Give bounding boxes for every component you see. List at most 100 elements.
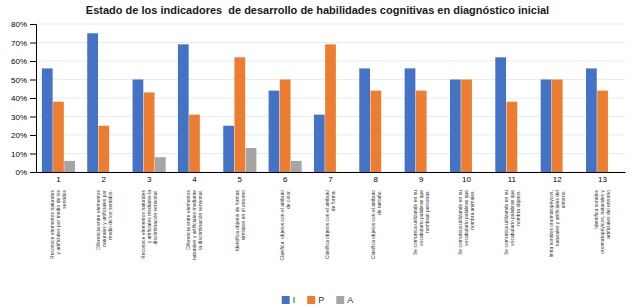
- tick-label: 5: [238, 175, 243, 184]
- tick-mark: [30, 154, 36, 155]
- bar: [314, 115, 325, 172]
- annotation: Diferencia entre elementosnaturales y ar…: [95, 190, 113, 250]
- legend-label: P: [318, 295, 324, 305]
- tick: 70%: [11, 39, 36, 48]
- series: [42, 33, 597, 172]
- bar: [133, 80, 144, 173]
- tick-mark: [30, 61, 36, 62]
- tick-mark: [30, 43, 36, 44]
- annotation-line: de tamaño.: [376, 190, 382, 215]
- series: [64, 148, 301, 172]
- annotation: Identifica sonidosonomatopéyicos, natura…: [593, 190, 611, 254]
- annotation-line: medio de los sentidos.: [107, 190, 113, 240]
- legend: IPA: [282, 295, 354, 305]
- annotation: Diferencia entre elementosnaturales y ar…: [185, 190, 203, 261]
- annotation: Imita sonidos onomatopéycos,naturales y …: [548, 190, 566, 258]
- tick: 12: [553, 175, 562, 184]
- tick: 20%: [11, 131, 36, 140]
- bar: [461, 80, 472, 173]
- bar: [144, 92, 155, 172]
- bars: [42, 33, 608, 172]
- bar: [370, 91, 381, 172]
- legend-swatch: [282, 296, 290, 304]
- bar: [416, 91, 427, 172]
- legend-item: A: [336, 295, 353, 305]
- tick-label: 80%: [11, 20, 27, 29]
- tick-label: 12: [553, 175, 562, 184]
- axis-line: [37, 172, 626, 173]
- bar: [472, 172, 483, 173]
- tick-label: 1: [56, 175, 61, 184]
- bar: [155, 157, 166, 172]
- annotation-line: entorno.: [560, 190, 566, 208]
- tick: 13: [598, 175, 607, 184]
- series: [53, 44, 608, 172]
- tick-label: 30%: [11, 113, 27, 122]
- chart: Estado de los indicadores de desarrollo …: [0, 0, 635, 308]
- bar: [53, 102, 64, 172]
- annotation-line: nombran personas.: [424, 190, 430, 233]
- bar: [507, 102, 518, 172]
- tick: 11: [508, 175, 517, 184]
- tick: 4: [192, 175, 197, 184]
- annotation: Identifica objetos de formassimilares en…: [234, 190, 246, 252]
- bar: [608, 172, 619, 173]
- annotations: Reconoce elementos naturalesy artificial…: [49, 190, 611, 261]
- tick-mark: [30, 24, 36, 25]
- tick-label: 70%: [11, 39, 27, 48]
- annotation-line: nombra objetos.: [515, 190, 521, 226]
- tick-label: 6: [283, 175, 288, 184]
- annotation-line: la discriminación sensorial.: [197, 190, 203, 250]
- annotation: Clasifica objetos con el atributode form…: [324, 190, 336, 259]
- tick: 8: [374, 175, 379, 184]
- y-axis: 0%10%20%30%40%50%60%70%80%: [11, 20, 37, 177]
- annotation-line: similares en el entorno: [240, 190, 246, 241]
- tick: 3: [147, 175, 152, 184]
- tick: 80%: [11, 20, 36, 29]
- grid: [36, 24, 625, 172]
- x-axis: 12345678910111213: [37, 173, 626, 184]
- tick: 30%: [11, 113, 36, 122]
- tick-mark: [30, 98, 36, 99]
- bar: [541, 80, 552, 173]
- tick-label: 10%: [11, 150, 27, 159]
- tick-label: 7: [328, 175, 333, 184]
- annotation-line: discriminación sensorial.: [152, 190, 158, 244]
- bar: [178, 44, 189, 172]
- tick: 5: [238, 175, 243, 184]
- bar: [427, 172, 438, 173]
- axis-line: [30, 25, 37, 173]
- annotation: Clasifica objetos con el atributode colo…: [279, 190, 291, 261]
- bar: [87, 33, 98, 172]
- bar: [597, 91, 608, 172]
- bar: [280, 80, 291, 173]
- bar: [586, 68, 597, 172]
- bar: [336, 172, 347, 173]
- bar: [495, 57, 506, 172]
- bar: [200, 172, 211, 173]
- tick: 50%: [11, 76, 36, 85]
- bar: [246, 148, 257, 172]
- tick-label: 3: [147, 175, 152, 184]
- bar: [359, 68, 370, 172]
- legend-label: I: [293, 295, 296, 305]
- annotation: Se comunica utilizando en suvocabulario …: [412, 190, 430, 255]
- legend-swatch: [336, 296, 344, 304]
- bar: [269, 91, 280, 172]
- plot: 0%10%20%30%40%50%60%70%80%12345678910111…: [11, 20, 626, 261]
- tick-mark: [30, 80, 36, 81]
- tick-mark: [30, 172, 36, 173]
- title: Estado de los indicadores de desarrollo …: [86, 4, 549, 16]
- annotation: Se comunica utilizando en suvocabulario …: [503, 190, 521, 255]
- tick-label: 11: [508, 175, 517, 184]
- tick-label: 2: [102, 175, 107, 184]
- annotation-line: sentidos: [61, 190, 67, 209]
- legend-label: A: [347, 295, 353, 305]
- tick-label: 0%: [15, 168, 27, 177]
- tick: 10: [462, 175, 471, 184]
- bar: [382, 172, 393, 173]
- tick-label: 4: [192, 175, 197, 184]
- tick-mark: [30, 117, 36, 118]
- tick-label: 13: [598, 175, 607, 184]
- annotation-line: nombra animales.: [469, 190, 475, 230]
